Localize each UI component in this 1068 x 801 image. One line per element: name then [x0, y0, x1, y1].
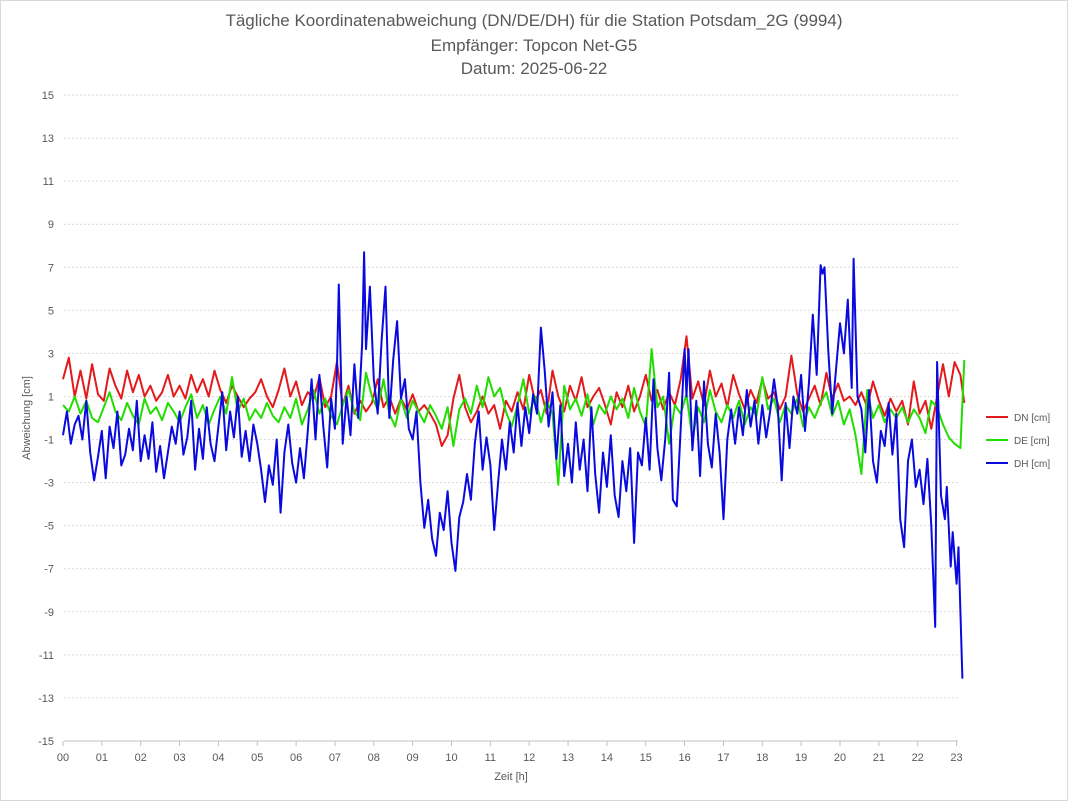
series-line-dn	[62, 335, 966, 447]
y-tick-label: -3	[44, 478, 54, 490]
x-tick-label: 19	[795, 752, 807, 764]
y-axis-label: Abweichung [cm]	[21, 376, 33, 460]
x-tick-label: 14	[601, 752, 613, 764]
x-tick-label: 13	[562, 752, 574, 764]
y-tick-label: -5	[44, 521, 54, 533]
y-tick-label: 15	[42, 90, 54, 102]
legend-label-dh: DH [cm]	[1014, 459, 1050, 470]
x-tick-label: 17	[717, 752, 729, 764]
x-tick-label: 01	[96, 752, 108, 764]
x-tick-label: 04	[212, 752, 224, 764]
chart-title: Tägliche Koordinatenabweichung (DN/DE/DH…	[225, 11, 843, 30]
series-lines	[62, 251, 966, 679]
legend: DN [cm] DE [cm] DH [cm]	[986, 413, 1050, 470]
x-tick-label: 09	[407, 752, 419, 764]
y-tick-label: -9	[44, 607, 54, 619]
series-line-de	[62, 348, 966, 486]
x-tick-label: 11	[485, 752, 496, 764]
y-tick-label: -7	[44, 564, 54, 576]
y-tick-label: -13	[38, 693, 54, 705]
legend-label-de: DE [cm]	[1014, 436, 1050, 447]
x-tick-label: 15	[640, 752, 652, 764]
y-tick-label: 11	[43, 176, 54, 188]
x-axis-label: Zeit [h]	[494, 771, 528, 783]
y-tick-label: 9	[48, 219, 54, 231]
x-tick-labels: 00 01 02 03 04 05 06 07 08 09 10 11 12 13 14 15 16 17 18 19…	[57, 741, 963, 764]
y-tick-label: 3	[48, 348, 54, 360]
x-tick-label: 06	[290, 752, 302, 764]
y-tick-label: -1	[44, 435, 54, 447]
y-tick-label: 1	[48, 391, 54, 403]
x-tick-label: 05	[251, 752, 263, 764]
x-tick-label: 02	[135, 752, 147, 764]
x-tick-label: 07	[329, 752, 341, 764]
y-tick-label: 13	[42, 133, 54, 145]
chart-subtitle-receiver: Empfänger: Topcon Net-G5	[430, 36, 638, 55]
series-line-dh	[62, 251, 964, 679]
x-tick-label: 21	[873, 752, 885, 764]
y-tick-label: -11	[39, 650, 54, 662]
x-tick-label: 16	[678, 752, 690, 764]
x-tick-label: 03	[173, 752, 185, 764]
y-tick-label: 7	[48, 262, 54, 274]
x-tick-label: 00	[57, 752, 69, 764]
x-tick-label: 23	[950, 752, 962, 764]
x-tick-label: 10	[445, 752, 457, 764]
x-tick-label: 22	[912, 752, 924, 764]
x-tick-label: 20	[834, 752, 846, 764]
x-tick-label: 08	[368, 752, 380, 764]
legend-label-dn: DN [cm]	[1014, 413, 1050, 424]
gridlines	[64, 94, 958, 699]
y-tick-label: 5	[48, 305, 54, 317]
chart-subtitle-date: Datum: 2025-06-22	[460, 59, 608, 78]
x-tick-label: 18	[756, 752, 768, 764]
y-tick-label: -15	[38, 736, 54, 748]
x-tick-label: 12	[523, 752, 535, 764]
